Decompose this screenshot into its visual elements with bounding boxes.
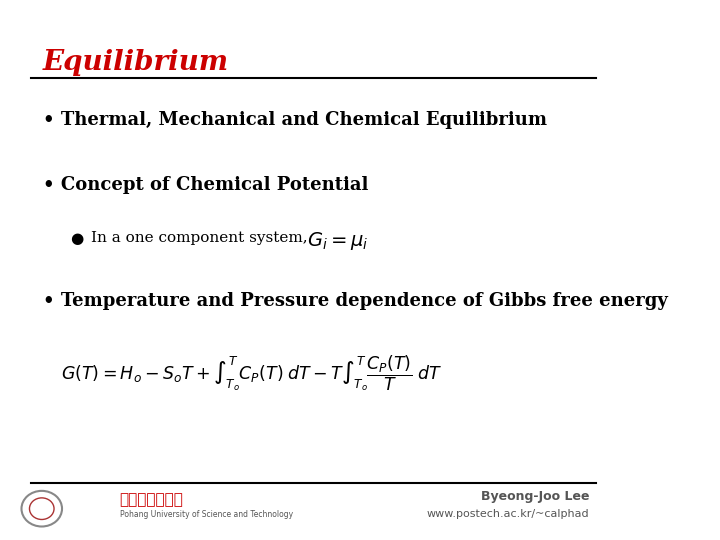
Text: • Concept of Chemical Potential: • Concept of Chemical Potential (43, 176, 369, 193)
Text: Pohang University of Science and Technology: Pohang University of Science and Technol… (120, 510, 293, 519)
Text: $G_i = \mu_i$: $G_i = \mu_i$ (307, 230, 369, 252)
Text: • Temperature and Pressure dependence of Gibbs free energy: • Temperature and Pressure dependence of… (43, 292, 668, 309)
Text: • Thermal, Mechanical and Chemical Equilibrium: • Thermal, Mechanical and Chemical Equil… (43, 111, 547, 129)
Text: Byeong-Joo Lee: Byeong-Joo Lee (481, 490, 590, 503)
Text: www.postech.ac.kr/~calphad: www.postech.ac.kr/~calphad (427, 509, 590, 519)
Text: ●: ● (71, 231, 84, 246)
Text: Equilibrium: Equilibrium (43, 49, 229, 76)
Text: $G(T) = H_o - S_o T + \int_{T_o}^{T} C_P(T)\; dT - T\int_{T_o}^{T} \dfrac{C_P(T): $G(T) = H_o - S_o T + \int_{T_o}^{T} C_P… (61, 354, 443, 393)
Text: In a one component system,: In a one component system, (91, 231, 307, 245)
Text: 포항공과대학교: 포항공과대학교 (120, 492, 184, 508)
